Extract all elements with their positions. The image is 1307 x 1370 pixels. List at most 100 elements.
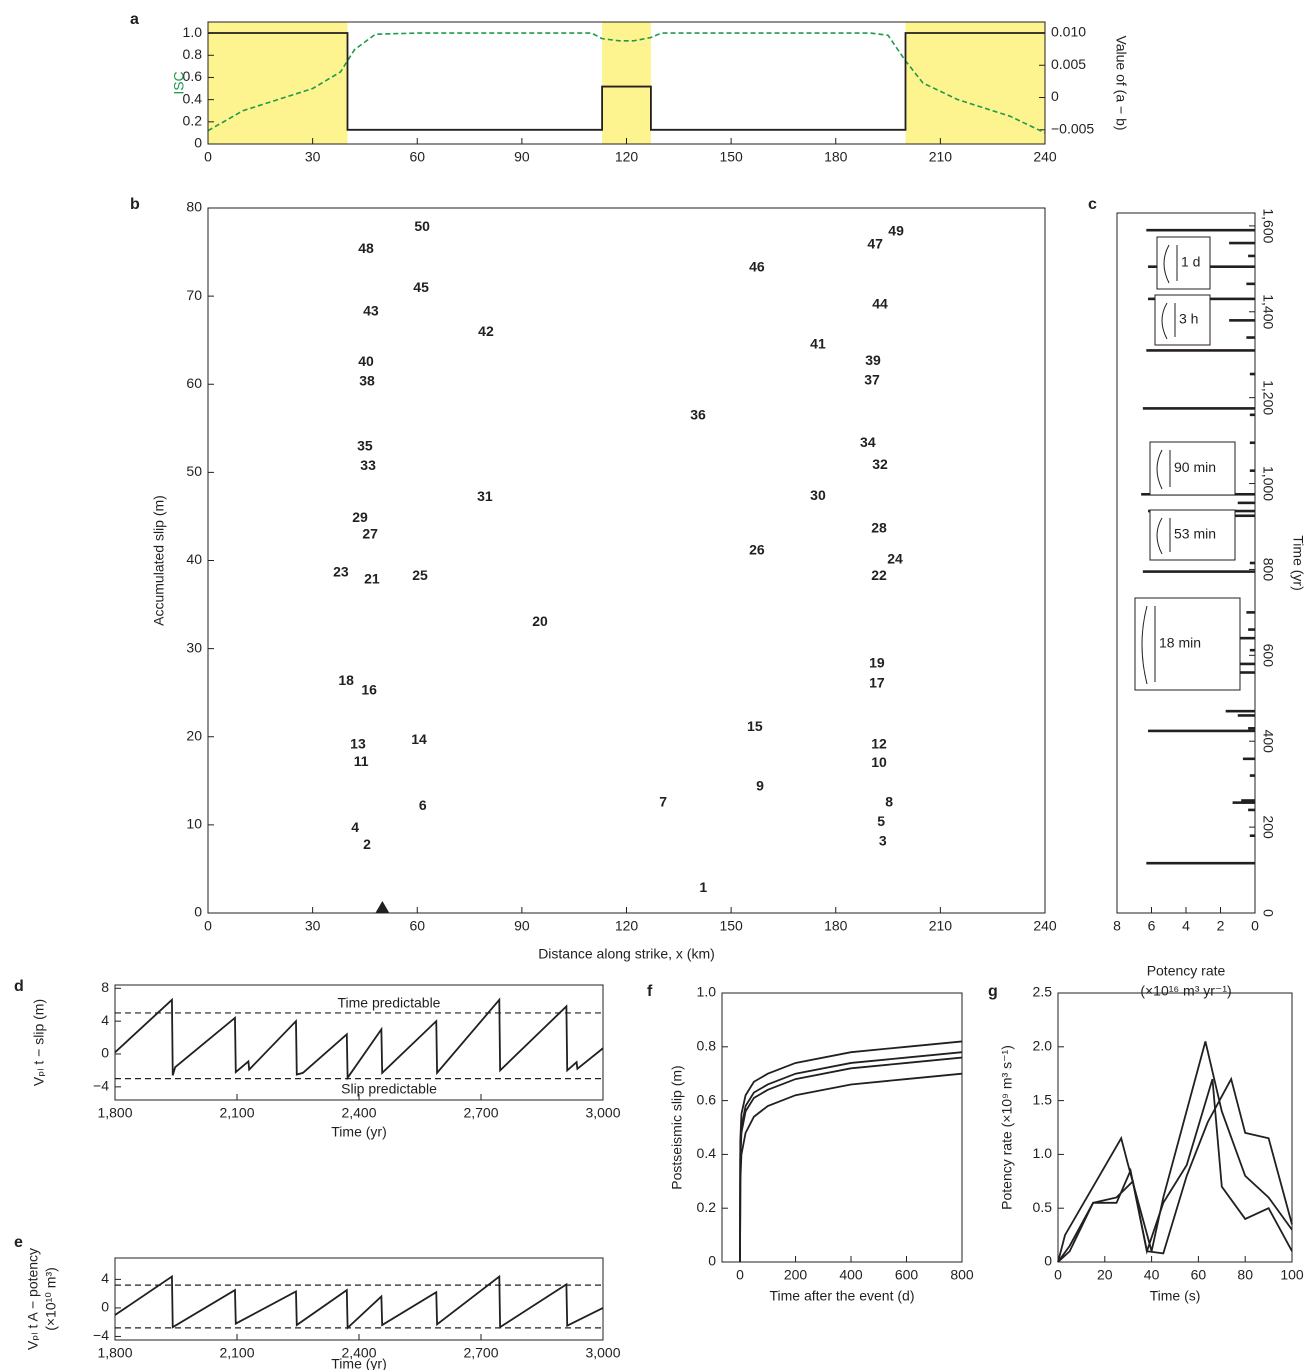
plot-frame bbox=[114, 1257, 604, 1341]
y-axis-label: Vₚₗ t A − potency bbox=[25, 1248, 41, 1350]
line bbox=[208, 32, 1045, 131]
x-tick-label: 2,100 bbox=[219, 1105, 254, 1121]
bar bbox=[1148, 729, 1255, 733]
event-label: 45 bbox=[413, 279, 429, 295]
x-tick-label: 2,100 bbox=[219, 1345, 254, 1361]
x-tick-label: 240 bbox=[1033, 149, 1057, 165]
event-label: 19 bbox=[869, 654, 885, 670]
line bbox=[1057, 1041, 1293, 1263]
x-tick-label: 80 bbox=[1237, 1267, 1253, 1283]
bar bbox=[1246, 336, 1255, 339]
event-label: 49 bbox=[888, 222, 904, 238]
bar bbox=[1229, 241, 1255, 245]
event-label: 20 bbox=[532, 613, 548, 629]
x-tick-label: 30 bbox=[305, 918, 321, 934]
event-label: 26 bbox=[749, 542, 765, 558]
plot-frame bbox=[114, 984, 604, 1101]
x-tick-label: 2,400 bbox=[341, 1345, 376, 1361]
x-tick-label: 30 bbox=[305, 149, 321, 165]
x-tick-label: 150 bbox=[719, 149, 743, 165]
bar bbox=[1146, 349, 1255, 352]
annotation: Time predictable bbox=[338, 995, 441, 1011]
y-axis-label: Accumulated slip (m) bbox=[151, 495, 167, 626]
x-axis-label: Time (yr) bbox=[331, 1124, 386, 1140]
bar bbox=[1232, 801, 1255, 804]
event-label: 21 bbox=[364, 571, 380, 587]
x-tick-label: 400 bbox=[839, 1267, 863, 1283]
line bbox=[1057, 1078, 1293, 1263]
event-label: 2 bbox=[363, 836, 371, 852]
line bbox=[739, 1040, 963, 1263]
y-tick-label: 0.8 bbox=[183, 46, 203, 62]
bar bbox=[1248, 727, 1255, 730]
annotation-box bbox=[1134, 597, 1241, 691]
bar bbox=[1146, 861, 1255, 865]
event-label: 17 bbox=[869, 675, 885, 691]
x-tick-label: 90 bbox=[514, 918, 530, 934]
bar bbox=[1241, 799, 1255, 802]
event-label: 31 bbox=[477, 488, 493, 504]
y-tick-label: 0.6 bbox=[183, 68, 203, 84]
event-label: 5 bbox=[877, 813, 885, 829]
event-label: 15 bbox=[747, 718, 763, 734]
annotation: 3 h bbox=[1179, 311, 1198, 327]
x-tick-label: 4 bbox=[1182, 918, 1190, 934]
annotation: 1 d bbox=[1181, 254, 1200, 270]
event-label: 7 bbox=[659, 794, 667, 810]
y-tick-label: 0 bbox=[194, 904, 202, 920]
event-label: 14 bbox=[411, 731, 427, 747]
y2-tick-label: 0.005 bbox=[1051, 56, 1086, 72]
y-tick-label: 0 bbox=[1260, 909, 1276, 917]
event-label: 37 bbox=[864, 371, 880, 387]
x-tick-label: 200 bbox=[784, 1267, 808, 1283]
bar bbox=[1142, 407, 1255, 410]
y-tick-label: 600 bbox=[1260, 644, 1276, 668]
event-label: 36 bbox=[690, 407, 706, 423]
x-tick-label: 90 bbox=[514, 149, 530, 165]
x-tick-label: 0 bbox=[204, 918, 212, 934]
plot-frame bbox=[1116, 212, 1256, 914]
y-tick-label: 0 bbox=[101, 1045, 109, 1061]
y-tick-label: 80 bbox=[186, 199, 202, 215]
y-tick-label: 800 bbox=[1260, 558, 1276, 582]
y-tick-label: −4 bbox=[93, 1078, 109, 1094]
x-tick-label: 1,800 bbox=[97, 1105, 132, 1121]
shaded-region bbox=[602, 22, 651, 144]
event-label: 47 bbox=[867, 236, 883, 252]
y2-axis-label: Value of (a − b) bbox=[1113, 35, 1129, 130]
bar bbox=[1237, 714, 1255, 717]
bar bbox=[1225, 514, 1255, 518]
y-tick-label: 0.5 bbox=[1033, 1199, 1053, 1215]
x-tick-label: 100 bbox=[1280, 1267, 1304, 1283]
panel-label: c bbox=[1088, 196, 1097, 213]
x-axis-label: (×10¹⁶ m³ yr⁻¹) bbox=[1140, 983, 1231, 999]
x-tick-label: 60 bbox=[409, 918, 425, 934]
event-label: 32 bbox=[872, 456, 888, 472]
line bbox=[207, 32, 1046, 134]
annotation-box bbox=[1149, 509, 1236, 561]
y-tick-label: 30 bbox=[186, 639, 202, 655]
x-tick-label: 210 bbox=[929, 918, 953, 934]
annotation-box bbox=[1149, 441, 1236, 496]
event-label: 18 bbox=[338, 672, 354, 688]
x-tick-label: 40 bbox=[1144, 1267, 1160, 1283]
x-tick-label: 1,800 bbox=[97, 1345, 132, 1361]
x-tick-label: 0 bbox=[1251, 918, 1259, 934]
y-tick-label: 40 bbox=[186, 551, 202, 567]
bar bbox=[1249, 441, 1255, 445]
plot-frame bbox=[721, 992, 963, 1263]
event-label: 1 bbox=[699, 879, 707, 895]
x-tick-label: 150 bbox=[719, 918, 743, 934]
plot-frame bbox=[1057, 992, 1293, 1263]
shaded-region bbox=[208, 22, 348, 144]
annotation-curve bbox=[1156, 449, 1163, 490]
x-tick-label: 2,400 bbox=[341, 1105, 376, 1121]
x-axis-label: Time after the event (d) bbox=[770, 1288, 915, 1304]
line bbox=[739, 1072, 963, 1263]
panel-label: e bbox=[14, 1234, 23, 1251]
x-tick-label: 0 bbox=[736, 1267, 744, 1283]
event-label: 30 bbox=[810, 487, 826, 503]
y-tick-label: 0.8 bbox=[697, 1038, 717, 1054]
y-tick-label: 0 bbox=[101, 1299, 109, 1315]
